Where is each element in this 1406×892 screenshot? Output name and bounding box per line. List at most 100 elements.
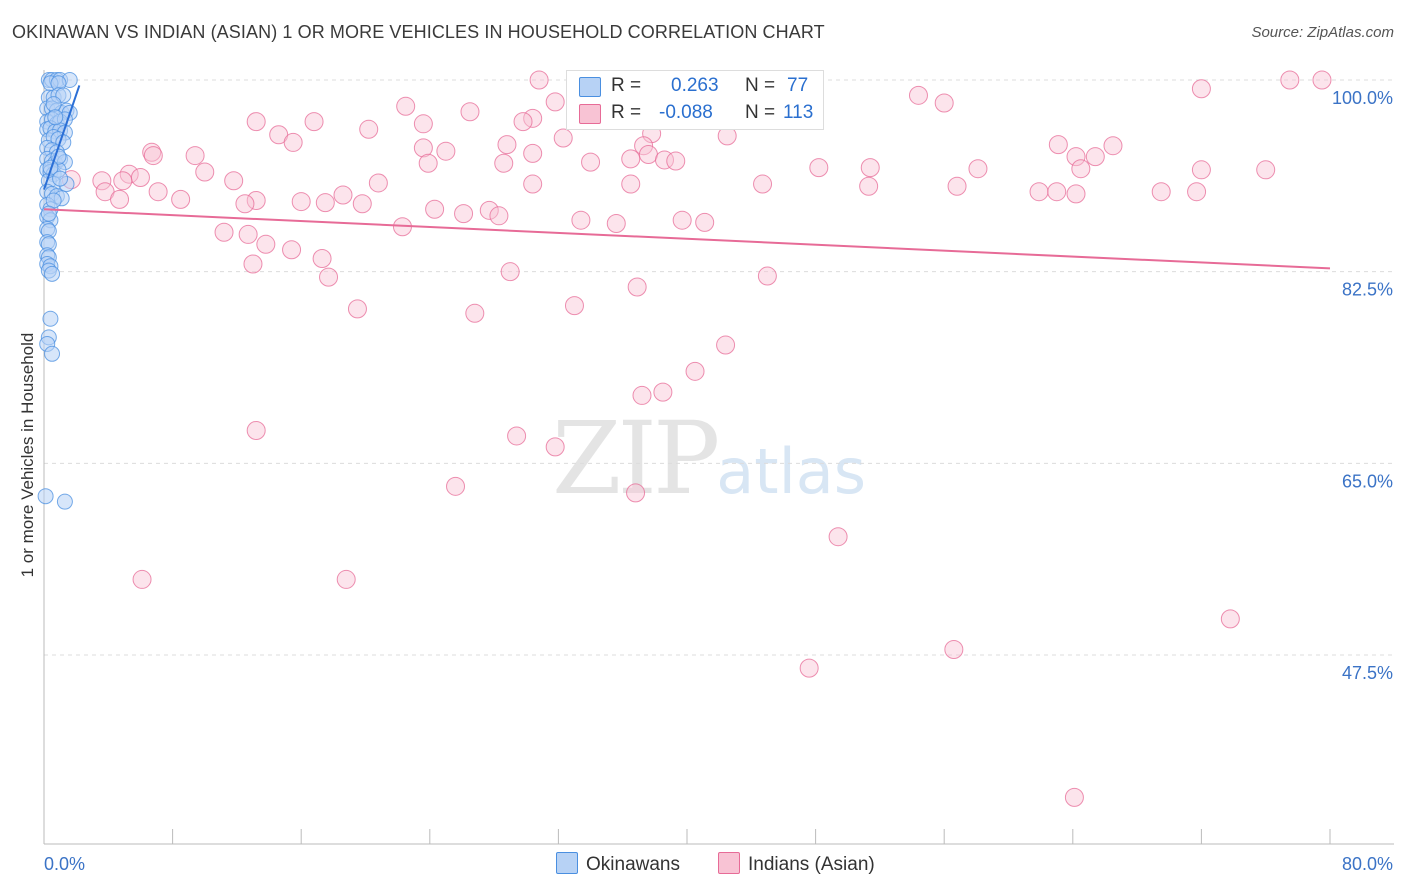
indian-point [1191,160,1211,180]
indian-point [621,174,641,194]
y-tick-label: 47.5% [1342,663,1393,683]
indian-point [1187,182,1207,202]
indian-point [454,204,474,224]
indian-point [695,212,715,232]
indian-point [347,299,367,319]
indian-point [638,144,658,164]
indian-point [523,143,543,163]
indian-point [171,189,191,209]
stats-legend: R = 0.263 N = 77 R = -0.088 N = 113 [566,70,824,130]
legend-n-value: 77 [787,75,809,96]
indian-point [282,240,302,260]
legend-swatch-blue [579,77,601,97]
indian-point [479,200,499,220]
legend-r-label: R = [611,102,642,123]
indian-point [626,483,646,503]
indian-point [1103,136,1123,156]
indian-point [352,194,372,214]
indian-point [507,426,527,446]
indian-point [243,254,263,274]
y-tick-label: 100.0% [1332,88,1393,108]
legend-item-indians[interactable]: Indians (Asian) [718,852,875,876]
indian-point [581,152,601,172]
indian-point [809,158,829,178]
legend-swatch-pink [579,104,601,124]
chart-title: OKINAWAN VS INDIAN (ASIAN) 1 OR MORE VEH… [12,22,825,42]
indian-point [235,194,255,214]
legend-swatch-pink [718,852,740,874]
indian-point [368,173,388,193]
x-tick-label: 80.0% [1342,854,1393,874]
indian-point [224,171,244,191]
indian-point [304,112,324,132]
okinawan-point [44,345,61,362]
indian-point [418,153,438,173]
indian-point [1071,159,1091,179]
y-tick-label: 65.0% [1342,471,1393,491]
source-label: Source: ZipAtlas.com [1251,24,1394,41]
okinawan-point [44,265,61,282]
okinawan-point [52,170,69,187]
indian-point [446,476,466,496]
legend-label-indians: Indians (Asian) [748,854,875,875]
indian-point [513,112,533,132]
legend-r-value: -0.088 [659,102,713,123]
indian-point [333,185,353,205]
indian-point [465,303,485,323]
legend-n-label: N = [745,75,776,96]
indian-point [947,176,967,196]
indian-point [968,159,988,179]
legend-item-okinawans[interactable]: Okinawans [556,852,680,876]
indian-point [460,102,480,122]
indian-point [553,128,573,148]
indian-point [944,640,964,660]
indian-point [312,249,332,269]
indian-point [1085,147,1105,167]
indian-point [413,114,433,134]
indian-point [632,385,652,405]
indian-point [757,266,777,286]
indian-point [195,162,215,182]
indian-point [685,361,705,381]
indian-point [1151,182,1171,202]
indian-point [859,176,879,196]
indian-point [396,96,416,116]
indian-point [1066,184,1086,204]
indian-point [523,174,543,194]
okinawan-point [40,205,57,222]
watermark-zip: ZIP [552,400,720,517]
indian-point [1220,609,1240,629]
okinawan-trend-line [43,85,81,190]
indian-point [828,527,848,547]
okinawan-point [37,488,54,505]
indian-point [214,222,234,242]
indian-point [564,296,584,316]
indian-point [359,119,379,139]
indian-point [500,262,520,282]
watermark-atlas: atlas [716,435,867,508]
legend-label-okinawans: Okinawans [586,854,680,875]
indian-point [497,135,517,155]
indian-point [1312,70,1332,90]
indian-point [545,437,565,457]
indian-point [291,192,311,212]
legend-n-label: N = [745,102,776,123]
indian-point [413,138,433,158]
indian-point [283,132,303,152]
indian-point [246,112,266,132]
indian-trend-line [43,208,1331,270]
legend-r-label: R = [611,75,642,96]
indian-point [1256,160,1276,180]
okinawan-point [56,493,73,510]
indian-point [934,93,954,113]
indian-point [315,193,335,213]
watermark: ZIPatlas [552,400,866,517]
x-tick-label: 0.0% [44,854,85,874]
indian-point [130,167,150,187]
indian-point [753,174,773,194]
indian-point [238,224,258,244]
indian-point [716,335,736,355]
indian-point [336,569,356,589]
indian-point [1064,787,1084,807]
okinawan-point [42,310,59,327]
